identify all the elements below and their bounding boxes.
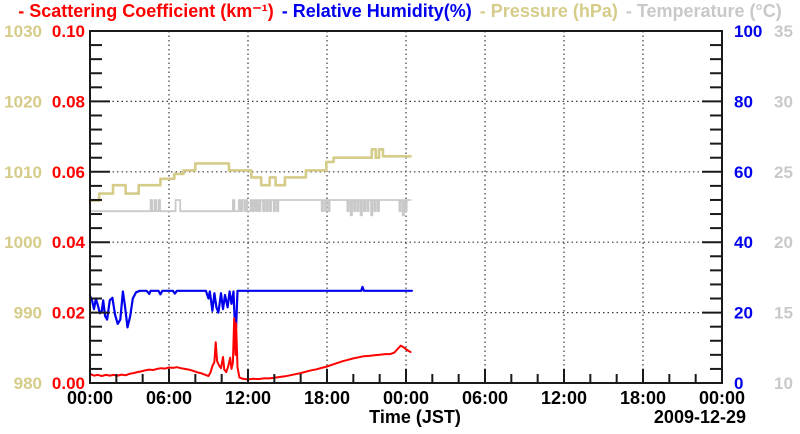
time-tick-label: 12:00 (225, 388, 271, 408)
pressure-tick-label: 980 (14, 374, 42, 393)
time-tick-label: 12:00 (541, 388, 587, 408)
humidity-tick-label: 100 (734, 22, 762, 41)
legend-item-pressure: - Pressure (hPa) (479, 1, 618, 21)
x-axis-title: Time (JST) (369, 407, 461, 427)
humidity-series-line (88, 285, 413, 329)
temperature-series-line (89, 199, 412, 217)
humidity-tick-label: 40 (734, 233, 753, 252)
pressure-tick-label: 990 (14, 304, 42, 323)
time-tick-label: 18:00 (304, 388, 350, 408)
time-tick-label: 06:00 (462, 388, 508, 408)
time-tick-label: 18:00 (620, 388, 666, 408)
humidity-tick-label: 60 (734, 163, 753, 182)
time-tick-label: 00:00 (383, 388, 429, 408)
humidity-tick-label: 0 (734, 374, 743, 393)
temperature-tick-label: 10 (774, 374, 793, 393)
scattering-tick-label: 0.02 (52, 304, 85, 323)
axis-tick-labels: 0.000.020.040.060.080.109809901000101010… (4, 22, 793, 408)
humidity-tick-label: 20 (734, 304, 753, 323)
temperature-tick-label: 25 (774, 163, 793, 182)
time-tick-label: 00:00 (67, 388, 113, 408)
scattering-tick-label: 0.00 (52, 374, 85, 393)
chart-legend: - Scattering Coefficient (km⁻¹) - Relativ… (0, 1, 800, 22)
scattering-tick-label: 0.06 (52, 163, 85, 182)
legend-item-humidity: - Relative Humidity(%) (281, 1, 472, 21)
pressure-tick-label: 1020 (4, 92, 42, 111)
temperature-tick-label: 15 (774, 304, 793, 323)
scattering-tick-label: 0.10 (52, 22, 85, 41)
legend-item-temperature: - Temperature (°C) (625, 1, 782, 21)
time-tick-label: 00:00 (699, 388, 745, 408)
pressure-tick-label: 1000 (4, 233, 42, 252)
pressure-tick-label: 1030 (4, 22, 42, 41)
pressure-tick-label: 1010 (4, 163, 42, 182)
scattering-tick-label: 0.08 (52, 92, 85, 111)
temperature-tick-label: 20 (774, 233, 793, 252)
date-label: 2009-12-29 (653, 407, 746, 427)
scattering-tick-label: 0.04 (52, 233, 86, 252)
temperature-tick-label: 30 (774, 92, 793, 111)
pressure-series-line (88, 148, 412, 202)
axis-ticks (89, 30, 723, 384)
scattering-series-line (89, 317, 412, 381)
time-tick-label: 06:00 (146, 388, 192, 408)
data-series-group (88, 148, 413, 381)
temperature-tick-label: 35 (774, 22, 793, 41)
humidity-tick-label: 80 (734, 92, 753, 111)
legend-item-scattering: - Scattering Coefficient (km⁻¹) (18, 1, 274, 21)
